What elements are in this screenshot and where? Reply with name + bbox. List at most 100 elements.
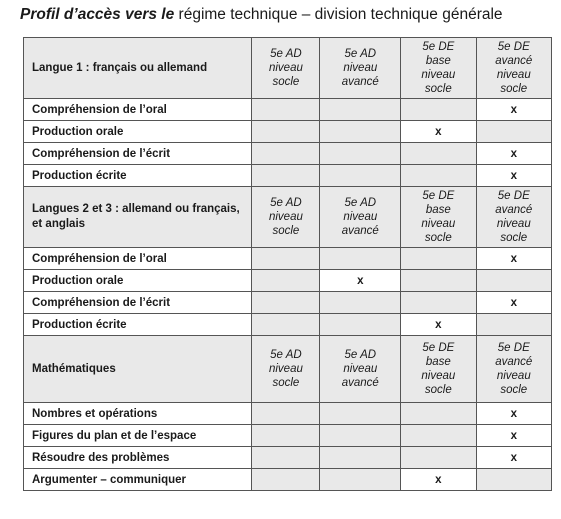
level-mark-cell: x — [475, 402, 553, 425]
level-mark-cell — [251, 164, 321, 187]
criterion-label: Figures du plan et de l’espace — [22, 424, 253, 447]
level-mark-cell — [400, 446, 477, 469]
column-header-line: niveau — [421, 370, 456, 382]
level-mark-cell — [400, 424, 477, 447]
column-header-line: 5e DE — [422, 41, 455, 53]
title-lead: Profil d’accès vers le — [20, 6, 175, 23]
level-mark-cell — [319, 120, 402, 143]
level-mark-cell: x — [475, 164, 553, 187]
criterion-label: Nombres et opérations — [22, 402, 253, 425]
level-mark-cell — [251, 269, 321, 292]
title-rest: régime technique – division technique gé… — [174, 6, 503, 23]
column-header-line: 5e AD — [344, 48, 377, 60]
level-mark-cell: x — [475, 142, 553, 165]
level-mark-cell — [475, 120, 553, 143]
column-header-line: niveau — [421, 69, 456, 81]
column-header-line: 5e DE — [497, 342, 530, 354]
level-mark-cell — [475, 269, 553, 292]
column-header-line: socle — [424, 384, 452, 396]
level-mark-cell — [400, 402, 477, 425]
level-mark-cell: x — [400, 313, 477, 336]
level-mark-cell — [400, 291, 477, 314]
criterion-row: Nombres et opérations x — [22, 402, 553, 425]
column-header-line: niveau — [343, 62, 378, 74]
criterion-row: Compréhension de l’oral x — [22, 247, 553, 270]
criterion-label: Production écrite — [22, 164, 253, 187]
criterion-row: Compréhension de l’écrit x — [22, 291, 553, 314]
column-header-line: socle — [500, 384, 528, 396]
column-header-line: avancé — [341, 377, 379, 389]
level-mark-cell — [319, 247, 402, 270]
column-header-line: 5e DE — [422, 342, 455, 354]
level-mark-cell — [400, 142, 477, 165]
section-title: Langue 1 : français ou allemand — [22, 37, 253, 99]
column-header-line: 5e AD — [344, 349, 377, 361]
criterion-label: Compréhension de l’oral — [22, 247, 253, 270]
column-header-line: niveau — [496, 69, 531, 81]
level-mark-cell: x — [400, 468, 477, 491]
level-mark-cell — [319, 468, 402, 491]
criterion-row: Production écrite x — [22, 313, 553, 336]
level-mark-cell — [400, 164, 477, 187]
level-mark-cell — [400, 247, 477, 270]
level-mark-cell — [475, 313, 553, 336]
level-mark-cell — [251, 446, 321, 469]
column-header-line: niveau — [268, 62, 303, 74]
column-header-line: niveau — [268, 211, 303, 223]
column-header: 5e DE base niveau socle — [400, 186, 477, 248]
column-header-line: avancé — [495, 356, 533, 368]
document-title: Profil d’accès vers le régime technique … — [20, 6, 503, 24]
level-mark-cell — [251, 142, 321, 165]
level-mark-cell — [475, 468, 553, 491]
level-mark-cell — [251, 468, 321, 491]
column-header: 5e AD niveau avancé — [319, 335, 402, 403]
column-header-line: socle — [500, 232, 528, 244]
column-header-line: 5e DE — [497, 190, 530, 202]
column-header-line: base — [425, 356, 451, 368]
column-header: 5e AD niveau socle — [251, 186, 321, 248]
column-header: 5e AD niveau avancé — [319, 37, 402, 99]
column-header-line: avancé — [341, 225, 379, 237]
section-title: Mathématiques — [22, 335, 253, 403]
column-header-line: 5e DE — [497, 41, 530, 53]
criterion-label: Compréhension de l’écrit — [22, 142, 253, 165]
criterion-row: Production écrite x — [22, 164, 553, 187]
criterion-label: Production écrite — [22, 313, 253, 336]
column-header-line: base — [425, 204, 451, 216]
criterion-label: Compréhension de l’écrit — [22, 291, 253, 314]
column-header: 5e DE avancé niveau socle — [475, 335, 553, 403]
column-header-line: socle — [500, 83, 528, 95]
level-mark-cell — [319, 98, 402, 121]
level-mark-cell — [251, 98, 321, 121]
criterion-label: Compréhension de l’oral — [22, 98, 253, 121]
level-mark-cell: x — [400, 120, 477, 143]
criterion-row: Résoudre des problèmes x — [22, 446, 553, 469]
level-mark-cell: x — [475, 291, 553, 314]
section-title: Langues 2 et 3 : allemand ou français, e… — [22, 186, 253, 248]
level-mark-cell — [251, 120, 321, 143]
column-header: 5e DE avancé niveau socle — [475, 186, 553, 248]
column-header-line: niveau — [421, 218, 456, 230]
criterion-label: Argumenter – communiquer — [22, 468, 253, 491]
column-header: 5e DE base niveau socle — [400, 37, 477, 99]
level-mark-cell — [400, 269, 477, 292]
level-mark-cell: x — [319, 269, 402, 292]
level-mark-cell — [251, 291, 321, 314]
level-mark-cell: x — [475, 446, 553, 469]
column-header-line: 5e AD — [270, 349, 302, 361]
criterion-row: Production orale x — [22, 269, 553, 292]
section-header-row: Mathématiques 5e AD niveau socle 5e AD niveau… — [22, 335, 553, 403]
column-header-line: niveau — [496, 218, 531, 230]
column-header-line: avancé — [495, 204, 533, 216]
column-header-line: niveau — [268, 363, 303, 375]
access-profile-table: Langue 1 : français ou allemand 5e AD nive… — [22, 37, 553, 491]
level-mark-cell: x — [475, 247, 553, 270]
level-mark-cell — [319, 313, 402, 336]
column-header: 5e AD niveau avancé — [319, 186, 402, 248]
column-header: 5e DE avancé niveau socle — [475, 37, 553, 99]
criterion-row: Argumenter – communiquer x — [22, 468, 553, 491]
column-header-line: avancé — [341, 76, 379, 88]
criterion-row: Figures du plan et de l’espace x — [22, 424, 553, 447]
column-header-line: base — [425, 55, 451, 67]
level-mark-cell: x — [475, 424, 553, 447]
